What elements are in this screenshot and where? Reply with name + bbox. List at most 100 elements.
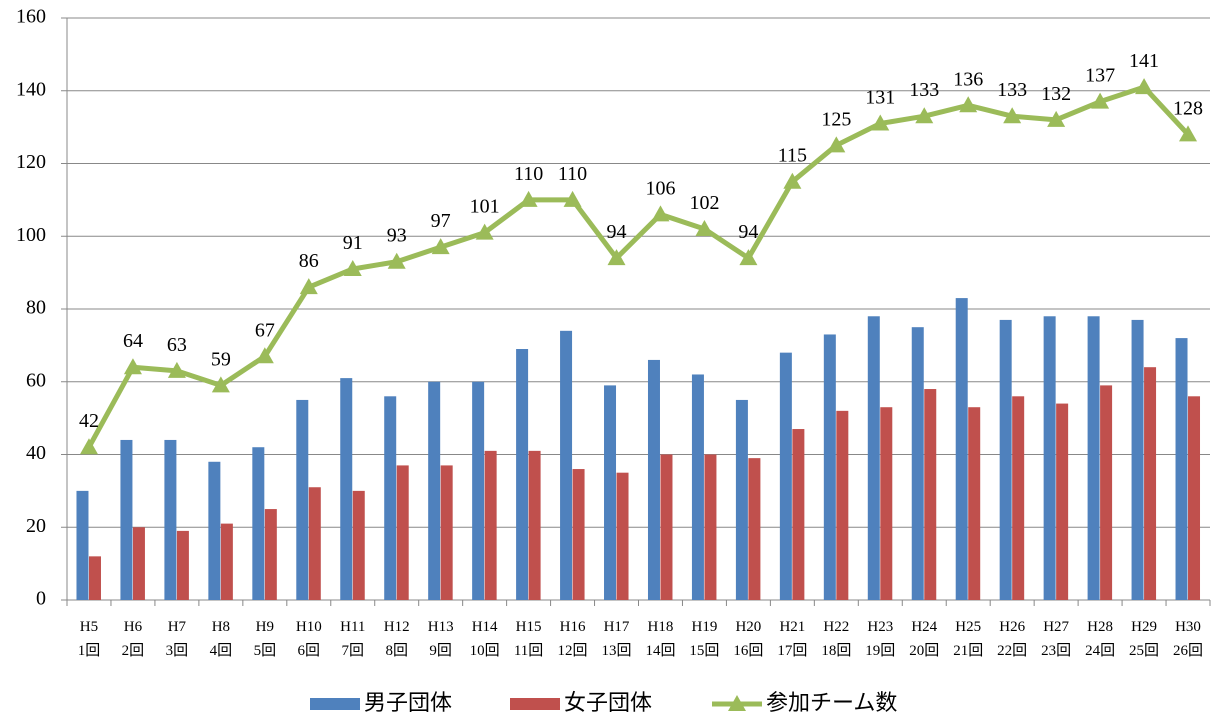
data-label: 137 (1085, 65, 1115, 87)
x-tick-label: H8 (212, 619, 230, 635)
x-tick-label: H30 (1175, 619, 1201, 635)
x-tick-label: 16回 (733, 642, 763, 659)
x-tick-label: 20回 (909, 642, 939, 659)
x-tick-label: 24回 (1085, 642, 1115, 659)
x-tick-label: H7 (168, 619, 187, 635)
x-tick-label: 11回 (514, 642, 543, 659)
bar (792, 429, 804, 600)
data-label: 110 (514, 163, 543, 185)
bar (164, 440, 176, 600)
x-tick-label: 15回 (689, 642, 719, 659)
bar (485, 451, 497, 600)
data-label: 141 (1129, 50, 1159, 72)
bar (956, 298, 968, 600)
bar (208, 462, 220, 600)
bar (516, 349, 528, 600)
bar (296, 400, 308, 600)
data-label: 67 (255, 319, 275, 341)
x-tick-label: H25 (955, 619, 981, 635)
bar (660, 455, 672, 601)
x-tick-label: 23回 (1041, 642, 1071, 659)
bar (880, 407, 892, 600)
x-tick-label: 2回 (122, 642, 145, 659)
bar (265, 509, 277, 600)
marker (651, 205, 669, 221)
x-tick-label: 13回 (602, 642, 632, 659)
y-tick-label: 120 (16, 151, 46, 173)
x-tick-label: 26回 (1173, 642, 1203, 659)
bar (529, 451, 541, 600)
x-tick-label: H11 (340, 619, 365, 635)
x-tick-label: 14回 (645, 642, 675, 659)
bar (1176, 338, 1188, 600)
bar (824, 334, 836, 600)
x-tick-label: H20 (735, 619, 761, 635)
y-tick-label: 40 (26, 442, 46, 464)
bar (1000, 320, 1012, 600)
data-label: 59 (211, 348, 231, 370)
data-label: 86 (299, 250, 319, 272)
x-tick-label: 25回 (1129, 642, 1159, 659)
x-tick-label: H13 (428, 619, 454, 635)
bar (560, 331, 572, 600)
marker (1135, 78, 1153, 94)
x-tick-label: H19 (692, 619, 718, 635)
legend-label: 参加チーム数 (766, 691, 897, 716)
bar (1144, 367, 1156, 600)
bar (648, 360, 660, 600)
data-label: 93 (387, 225, 407, 247)
data-label: 132 (1041, 83, 1071, 105)
y-tick-label: 20 (26, 515, 46, 537)
x-tick-label: H21 (779, 619, 805, 635)
line (89, 87, 1188, 447)
bar (177, 531, 189, 600)
x-tick-label: 1回 (78, 642, 101, 659)
bar (1100, 385, 1112, 600)
bar (736, 400, 748, 600)
bar (1056, 404, 1068, 600)
data-label: 133 (997, 79, 1027, 101)
x-tick-label: H23 (867, 619, 893, 635)
y-tick-label: 100 (16, 224, 46, 246)
x-tick-label: 6回 (298, 642, 321, 659)
legend-swatch (510, 698, 560, 710)
bar (221, 524, 233, 600)
x-tick-label: H6 (124, 619, 143, 635)
bar (604, 385, 616, 600)
bar (836, 411, 848, 600)
data-label: 94 (607, 221, 627, 243)
bar (133, 527, 145, 600)
bar (441, 465, 453, 600)
x-tick-label: H29 (1131, 619, 1157, 635)
data-label: 106 (645, 177, 675, 199)
bar (1188, 396, 1200, 600)
data-label: 110 (558, 163, 587, 185)
bar (428, 382, 440, 600)
legend-label: 男子団体 (364, 691, 452, 716)
x-tick-label: 12回 (558, 642, 588, 659)
data-label: 94 (738, 221, 758, 243)
x-tick-label: 17回 (777, 642, 807, 659)
bar (748, 458, 760, 600)
bar (968, 407, 980, 600)
x-tick-label: H9 (256, 619, 274, 635)
data-label: 128 (1173, 97, 1203, 119)
x-tick-label: H28 (1087, 619, 1113, 635)
bar (704, 455, 716, 601)
y-tick-label: 0 (36, 588, 46, 610)
bar (1088, 316, 1100, 600)
data-label: 101 (470, 196, 500, 218)
x-tick-label: H10 (296, 619, 322, 635)
x-tick-label: H5 (80, 619, 98, 635)
y-tick-label: 140 (16, 78, 46, 100)
data-label: 133 (909, 79, 939, 101)
bar (924, 389, 936, 600)
bar (692, 374, 704, 600)
data-label: 97 (431, 210, 451, 232)
x-tick-label: 18回 (821, 642, 851, 659)
data-label: 42 (79, 410, 99, 432)
bar (309, 487, 321, 600)
bar (397, 465, 409, 600)
y-tick-label: 160 (16, 6, 46, 28)
x-tick-label: 3回 (166, 642, 189, 659)
